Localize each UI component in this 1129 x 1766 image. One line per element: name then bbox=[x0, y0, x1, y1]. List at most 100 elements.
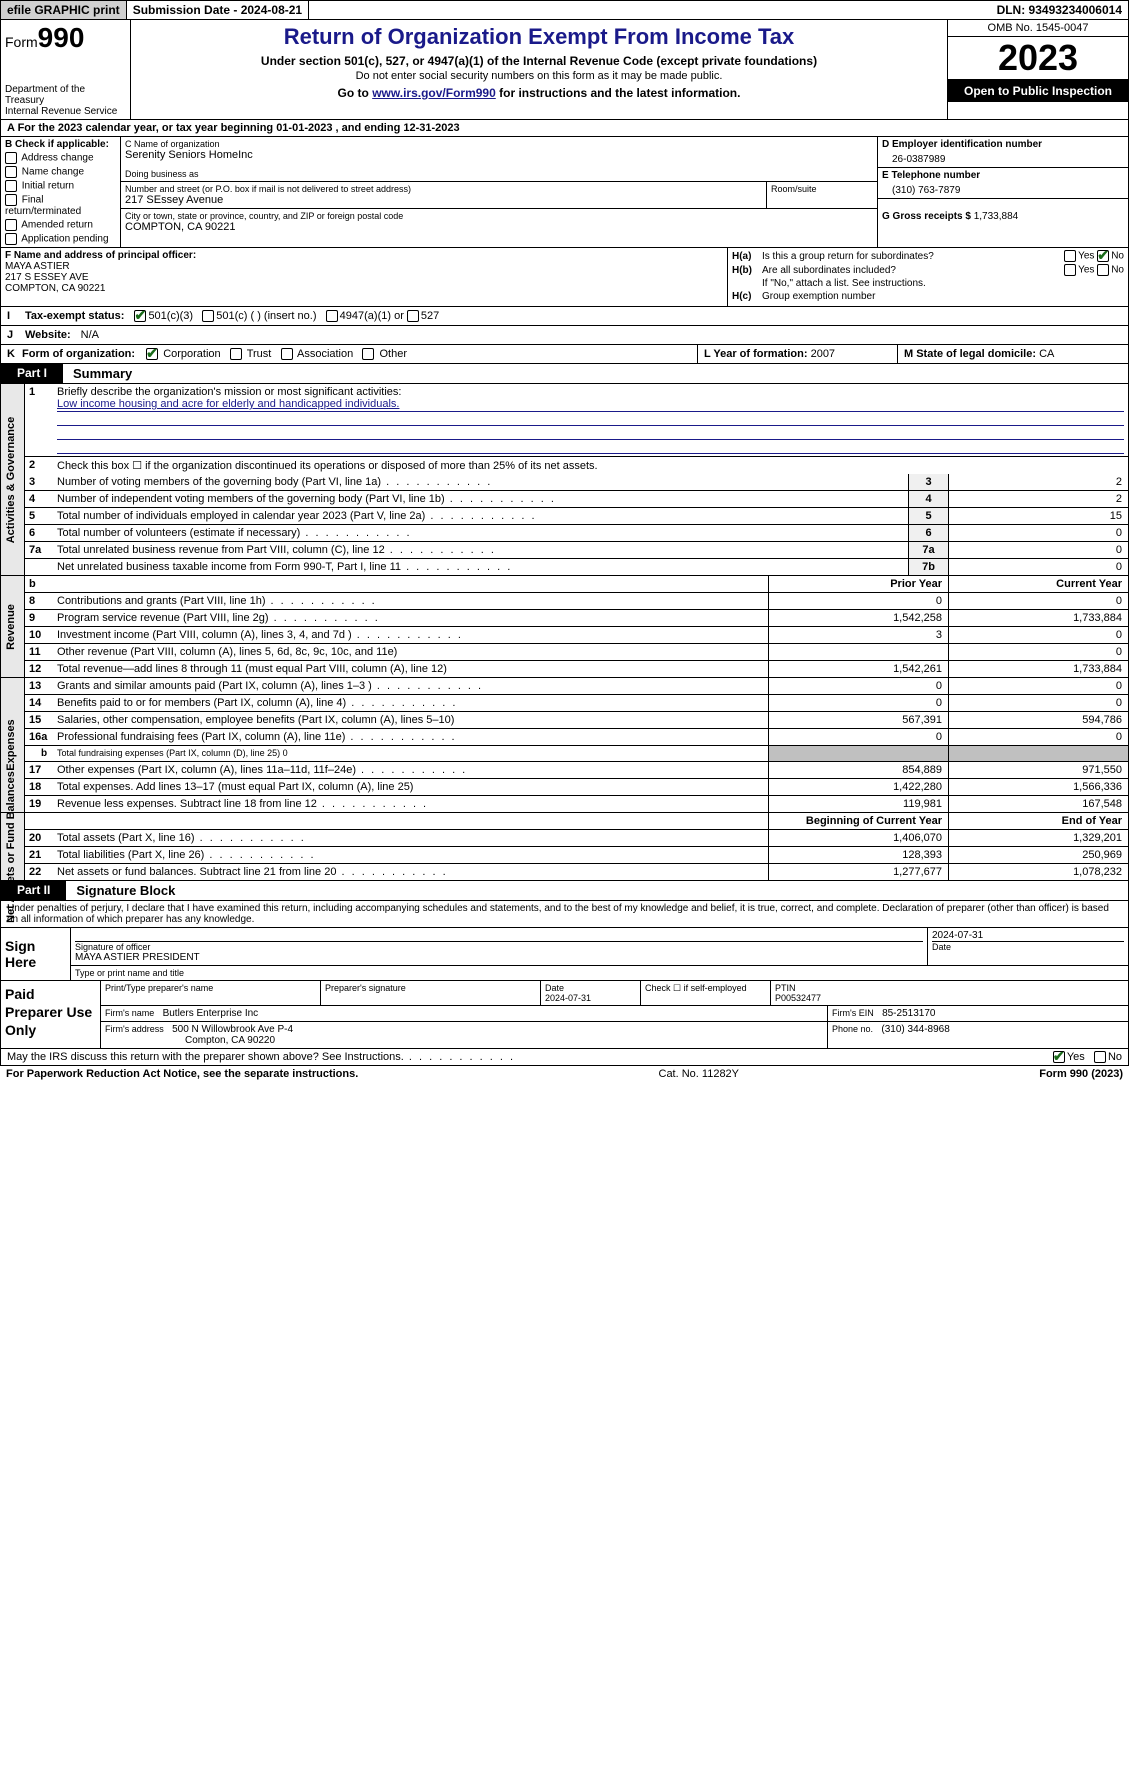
paid-prep-body: Print/Type preparer's name Preparer's si… bbox=[101, 981, 1128, 1048]
row-i: I Tax-exempt status: 501(c)(3) 501(c) ( … bbox=[0, 307, 1129, 326]
l22-c: 1,078,232 bbox=[948, 864, 1128, 880]
gov-body: 1 Briefly describe the organization's mi… bbox=[25, 384, 1128, 575]
l15-c: 594,786 bbox=[948, 712, 1128, 728]
k-o4: Other bbox=[379, 348, 407, 360]
ha-no-chk[interactable] bbox=[1097, 250, 1109, 262]
addr-row: Number and street (or P.O. box if mail i… bbox=[121, 182, 877, 208]
type-name-line: Type or print name and title bbox=[71, 966, 1128, 980]
rev-body: bPrior YearCurrent Year 8Contributions a… bbox=[25, 576, 1128, 677]
sig-officer-line: Signature of officer MAYA ASTIER PRESIDE… bbox=[71, 928, 1128, 966]
l1-val: Low income housing and acre for elderly … bbox=[57, 398, 1124, 412]
hdr-curr: Current Year bbox=[948, 576, 1128, 592]
gross-cell: G Gross receipts $ 1,733,884 bbox=[878, 199, 1128, 224]
l6-txt: Total number of volunteers (estimate if … bbox=[53, 525, 908, 541]
chk-final-return[interactable]: Final return/terminated bbox=[5, 194, 116, 217]
l10-p: 3 bbox=[768, 627, 948, 643]
l20-c: 1,329,201 bbox=[948, 830, 1128, 846]
l17-txt: Other expenses (Part IX, column (A), lin… bbox=[53, 762, 768, 778]
chk-527[interactable] bbox=[407, 310, 419, 322]
hb-note-line: If "No," attach a list. See instructions… bbox=[732, 278, 1124, 289]
l11-txt: Other revenue (Part VIII, column (A), li… bbox=[53, 644, 768, 660]
chk-other[interactable] bbox=[362, 348, 374, 360]
row-m: M State of legal domicile: CA bbox=[898, 345, 1128, 363]
tax-year: 2023 bbox=[948, 37, 1128, 80]
prep-self-lbl: Check ☐ if self-employed bbox=[641, 981, 771, 1005]
chk-address-change[interactable]: Address change bbox=[5, 152, 116, 164]
ein-cell: D Employer identification number 26-0387… bbox=[878, 137, 1128, 168]
line-6: 6Total number of volunteers (estimate if… bbox=[25, 525, 1128, 542]
discuss-yn: Yes No bbox=[1053, 1051, 1122, 1063]
form-no: 990 bbox=[38, 22, 85, 53]
chk-4947[interactable] bbox=[326, 310, 338, 322]
line-18: 18Total expenses. Add lines 13–17 (must … bbox=[25, 779, 1128, 796]
row-j: J Website: N/A bbox=[0, 326, 1129, 345]
l22-txt: Net assets or fund balances. Subtract li… bbox=[53, 864, 768, 880]
l21-p: 128,393 bbox=[768, 847, 948, 863]
o3: 4947(a)(1) or bbox=[340, 310, 404, 322]
line-12: 12Total revenue—add lines 8 through 11 (… bbox=[25, 661, 1128, 677]
l13-txt: Grants and similar amounts paid (Part IX… bbox=[53, 678, 768, 694]
vtab-net: Net Assets or Fund Balances bbox=[1, 813, 25, 880]
chk-name-change[interactable]: Name change bbox=[5, 166, 116, 178]
row-i-lead: I bbox=[7, 310, 25, 322]
part1-tag: Part I bbox=[1, 364, 63, 383]
l15-p: 567,391 bbox=[768, 712, 948, 728]
sig-date-val: 2024-07-31 bbox=[932, 930, 1124, 942]
prep-sig-lbl: Preparer's signature bbox=[321, 981, 541, 1005]
l9-txt: Program service revenue (Part VIII, line… bbox=[53, 610, 768, 626]
ha-yes-chk[interactable] bbox=[1064, 250, 1076, 262]
prep-line-1: Print/Type preparer's name Preparer's si… bbox=[101, 981, 1128, 1006]
k-o3: Association bbox=[297, 348, 353, 360]
dba-lbl: Doing business as bbox=[125, 169, 873, 179]
discuss-yes-chk[interactable] bbox=[1053, 1051, 1065, 1063]
l5-n: 5 bbox=[908, 508, 948, 524]
row-l: L Year of formation: 2007 bbox=[698, 345, 898, 363]
chk-application-pending[interactable]: Application pending bbox=[5, 233, 116, 245]
org-name-val: Serenity Seniors HomeInc bbox=[125, 149, 873, 161]
chk-assoc[interactable] bbox=[281, 348, 293, 360]
hb-no-chk[interactable] bbox=[1097, 264, 1109, 276]
hc-lbl: H(c) bbox=[732, 291, 762, 302]
sig-block: Under penalties of perjury, I declare th… bbox=[0, 901, 1129, 1049]
website-val: N/A bbox=[81, 329, 99, 341]
chk-501c[interactable] bbox=[202, 310, 214, 322]
chk-corp[interactable] bbox=[146, 348, 158, 360]
part2-header: Part II Signature Block bbox=[0, 881, 1129, 901]
hdr-end: End of Year bbox=[948, 813, 1128, 829]
irs-link[interactable]: www.irs.gov/Form990 bbox=[372, 86, 496, 100]
chk-trust[interactable] bbox=[230, 348, 242, 360]
city-val: COMPTON, CA 90221 bbox=[125, 221, 873, 233]
l19-txt: Revenue less expenses. Subtract line 18 … bbox=[53, 796, 768, 812]
discuss-no-chk[interactable] bbox=[1094, 1051, 1106, 1063]
net-hdr: Beginning of Current YearEnd of Year bbox=[25, 813, 1128, 830]
firm-ein-cell: Firm's EIN 85-2513170 bbox=[828, 1006, 1128, 1021]
l7b-txt: Net unrelated business taxable income fr… bbox=[53, 559, 908, 575]
sig-date-cell: 2024-07-31 Date bbox=[928, 928, 1128, 965]
firm-name-cell: Firm's name Butlers Enterprise Inc bbox=[101, 1006, 828, 1021]
l16b-c bbox=[948, 746, 1128, 761]
exp-body: 13Grants and similar amounts paid (Part … bbox=[25, 678, 1128, 812]
line-17: 17Other expenses (Part IX, column (A), l… bbox=[25, 762, 1128, 779]
efile-button[interactable]: efile GRAPHIC print bbox=[1, 1, 127, 19]
chk-initial-return[interactable]: Initial return bbox=[5, 180, 116, 192]
sig-officer-lbl: Signature of officer bbox=[75, 942, 923, 952]
hb-yes-chk[interactable] bbox=[1064, 264, 1076, 276]
chk-501c3[interactable] bbox=[134, 310, 146, 322]
chk-amended-return[interactable]: Amended return bbox=[5, 219, 116, 231]
l18-txt: Total expenses. Add lines 13–17 (must eq… bbox=[53, 779, 768, 795]
line-5: 5Total number of individuals employed in… bbox=[25, 508, 1128, 525]
line-22: 22Net assets or fund balances. Subtract … bbox=[25, 864, 1128, 880]
l6-n: 6 bbox=[908, 525, 948, 541]
city-lbl: City or town, state or province, country… bbox=[125, 211, 873, 221]
l16a-c: 0 bbox=[948, 729, 1128, 745]
officer-addr2: COMPTON, CA 90221 bbox=[5, 283, 723, 294]
l5-v: 15 bbox=[948, 508, 1128, 524]
line-10: 10Investment income (Part VIII, column (… bbox=[25, 627, 1128, 644]
col-h: H(a) Is this a group return for subordin… bbox=[728, 248, 1128, 306]
m-lbl: M State of legal domicile: bbox=[904, 348, 1036, 360]
phone-cell: E Telephone number (310) 763-7879 bbox=[878, 168, 1128, 199]
l9-c: 1,733,884 bbox=[948, 610, 1128, 626]
addr-lbl: Number and street (or P.O. box if mail i… bbox=[125, 184, 762, 194]
l3-v: 2 bbox=[948, 474, 1128, 490]
l-lbl: L Year of formation: bbox=[704, 348, 808, 360]
